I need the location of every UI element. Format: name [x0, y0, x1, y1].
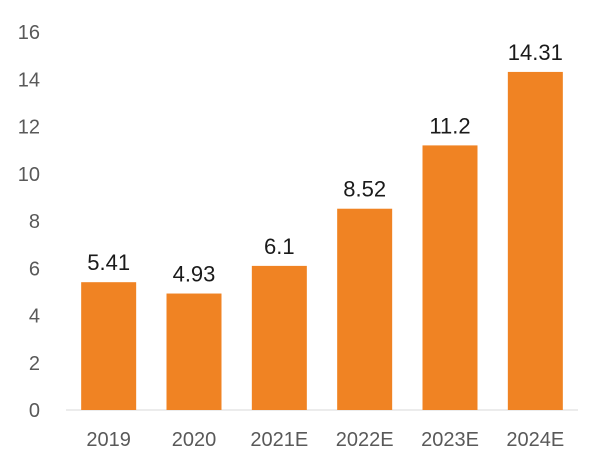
x-tick-label: 2023E	[421, 429, 479, 451]
data-label: 5.41	[87, 250, 130, 275]
x-tick-label: 2019	[86, 429, 131, 451]
bars	[81, 71, 563, 411]
bar	[422, 145, 478, 410]
data-label: 8.52	[343, 177, 386, 202]
y-tick-label: 0	[29, 400, 40, 422]
x-tick-label: 2022E	[336, 429, 394, 451]
data-label: 14.31	[508, 40, 563, 65]
y-tick-label: 12	[18, 117, 40, 139]
y-tick-label: 4	[29, 306, 40, 328]
x-axis: 2019 2020 2021E 2022E 2023E 2024E	[86, 429, 564, 451]
bar	[337, 208, 393, 410]
x-tick-label: 2020	[172, 429, 217, 451]
y-tick-label: 16	[18, 22, 40, 44]
x-tick-label: 2024E	[506, 429, 564, 451]
y-axis: 0 2 4 6 8 10 12 14 16	[18, 22, 40, 422]
bar	[251, 265, 307, 410]
y-tick-label: 8	[29, 211, 40, 233]
y-tick-label: 2	[29, 353, 40, 375]
bar	[166, 293, 222, 410]
data-labels: 5.41 4.93 6.1 8.52 11.2 14.31	[87, 40, 563, 287]
data-label: 4.93	[173, 262, 216, 287]
y-tick-label: 14	[18, 69, 40, 91]
y-tick-label: 10	[18, 164, 40, 186]
bar	[507, 71, 563, 411]
y-tick-label: 6	[29, 258, 40, 280]
bar	[81, 282, 137, 410]
x-tick-label: 2021E	[250, 429, 308, 451]
data-label: 6.1	[264, 234, 295, 259]
data-label: 11.2	[429, 113, 470, 138]
